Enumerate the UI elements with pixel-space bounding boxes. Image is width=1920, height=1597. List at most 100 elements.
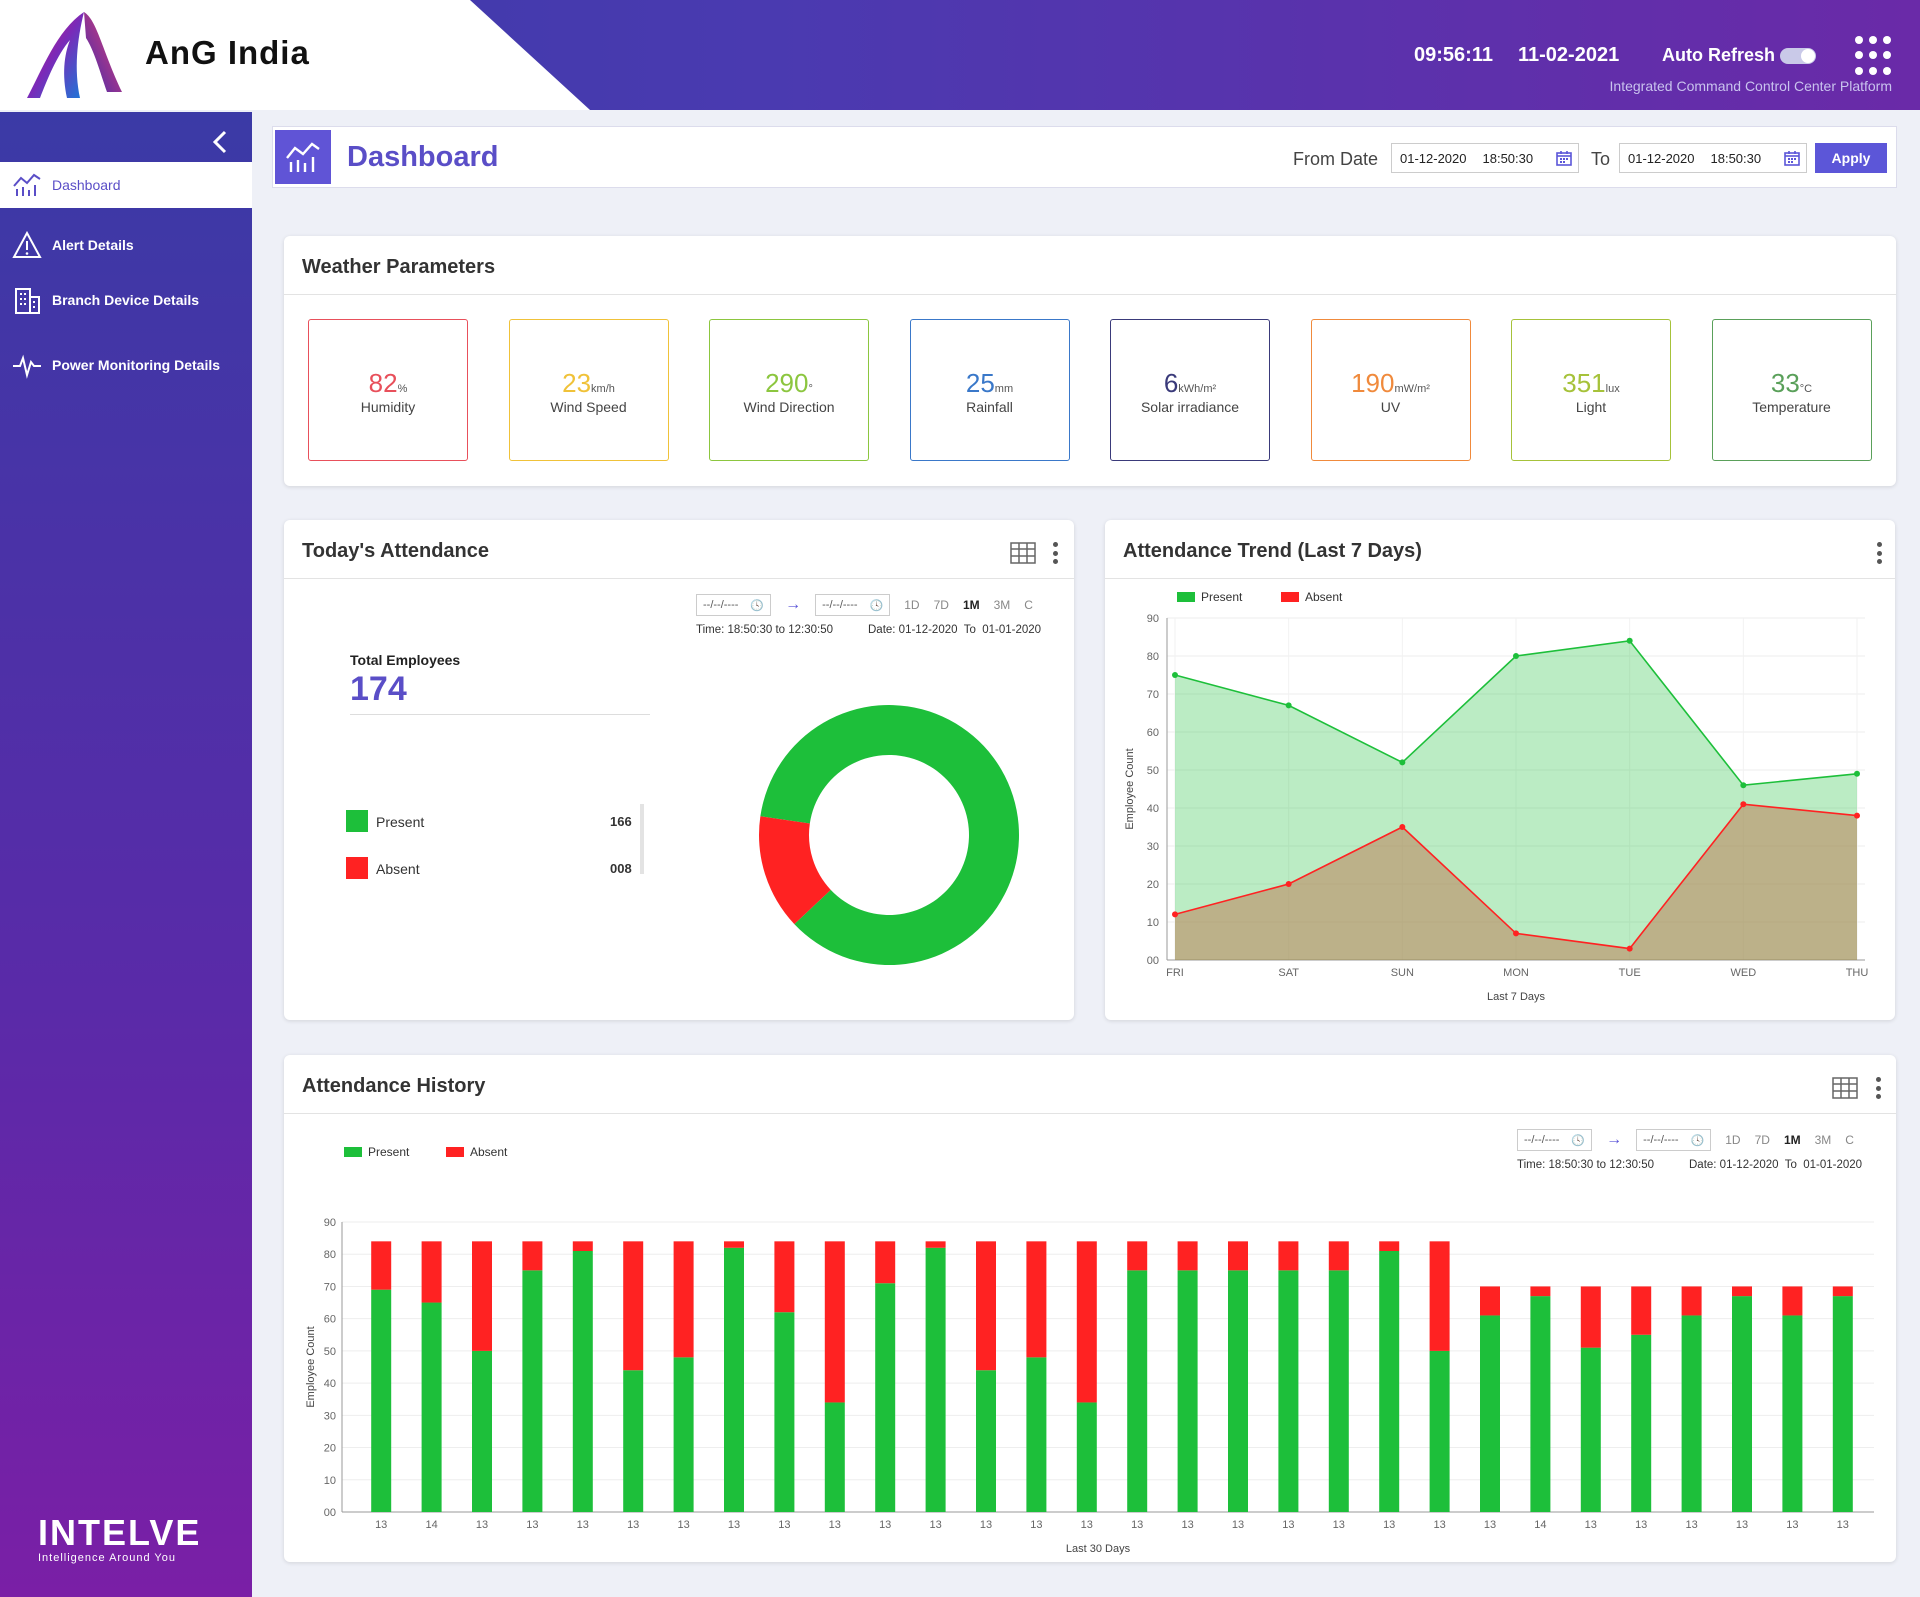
bar-present bbox=[1328, 1270, 1349, 1512]
apps-grid-icon[interactable] bbox=[1855, 36, 1895, 76]
bar-present bbox=[1681, 1315, 1702, 1512]
weather-tile-solar-irradiance: 6kWh/m² Solar irradiance bbox=[1110, 319, 1270, 461]
bar-present bbox=[1429, 1350, 1450, 1512]
x-tick-label: 13 bbox=[1433, 1519, 1445, 1531]
bar-present bbox=[1278, 1270, 1299, 1512]
warning-icon bbox=[10, 230, 44, 260]
bar-absent bbox=[1328, 1241, 1349, 1271]
data-point-present bbox=[1399, 759, 1406, 766]
clock-icon: 🕓 bbox=[869, 599, 884, 612]
to-date-field[interactable]: 01-12-2020 18:50:30 bbox=[1619, 143, 1807, 173]
calendar-icon bbox=[1556, 151, 1572, 166]
data-point-absent bbox=[1285, 881, 1292, 887]
sidebar-item-dashboard[interactable]: Dashboard bbox=[0, 162, 252, 208]
data-point-present bbox=[1626, 637, 1633, 644]
to-date-value: 01-12-2020 bbox=[1628, 150, 1695, 166]
weather-number: 33 bbox=[1770, 368, 1800, 398]
x-tick-label: 13 bbox=[526, 1519, 538, 1531]
more-menu-icon[interactable] bbox=[1876, 1077, 1882, 1099]
x-tick-label: FRI bbox=[1166, 967, 1184, 979]
bar-absent bbox=[1228, 1241, 1248, 1271]
sidebar-item-power-monitoring-details[interactable]: Power Monitoring Details bbox=[0, 342, 252, 388]
range-1m-button[interactable]: 1M bbox=[1783, 1133, 1801, 1147]
clock-icon: 🕓 bbox=[750, 599, 765, 612]
table-view-icon[interactable] bbox=[1832, 1077, 1858, 1099]
y-tick-label: 80 bbox=[324, 1249, 336, 1261]
auto-refresh-label: Auto Refresh bbox=[1662, 45, 1776, 65]
data-point-present bbox=[1513, 653, 1519, 659]
y-tick-label: 70 bbox=[1147, 689, 1159, 701]
sidebar-item-alert-details[interactable]: Alert Details bbox=[0, 222, 252, 268]
range-3m-button[interactable]: 3M bbox=[993, 598, 1011, 612]
sidebar-item-branch-device-details[interactable]: Branch Device Details bbox=[0, 277, 252, 323]
table-view-icon[interactable] bbox=[1010, 542, 1036, 564]
card-title: Attendance Trend (Last 7 Days) bbox=[1123, 540, 1422, 562]
auto-refresh-toggle[interactable] bbox=[1780, 48, 1816, 64]
divider bbox=[350, 714, 650, 715]
bar-absent bbox=[1076, 1241, 1097, 1403]
weather-unit: ° bbox=[808, 383, 813, 395]
x-tick-label: 13 bbox=[1333, 1519, 1345, 1531]
x-tick-label: 13 bbox=[677, 1519, 689, 1531]
y-tick-label: 20 bbox=[324, 1443, 336, 1455]
bar-present bbox=[976, 1370, 996, 1512]
clock-icon: 🕓 bbox=[1690, 1134, 1705, 1147]
from-time-value: 18:50:30 bbox=[1482, 150, 1534, 166]
y-tick-label: 60 bbox=[1147, 727, 1159, 739]
range-7d-button[interactable]: 7D bbox=[1754, 1133, 1770, 1147]
sidebar-item-label: Dashboard bbox=[52, 177, 121, 193]
range-1d-button[interactable]: 1D bbox=[904, 598, 920, 612]
legend-swatch-absent bbox=[446, 1147, 464, 1157]
bar-absent bbox=[1429, 1241, 1450, 1351]
data-point-absent bbox=[1513, 930, 1519, 937]
range-to-text: --/--/---- bbox=[1643, 1134, 1679, 1146]
range-custom-button[interactable]: C bbox=[1024, 598, 1033, 612]
y-tick-label: 70 bbox=[324, 1281, 336, 1293]
range-custom-button[interactable]: C bbox=[1845, 1133, 1854, 1147]
x-tick-label: 13 bbox=[1232, 1519, 1244, 1531]
x-tick-label: 13 bbox=[577, 1519, 589, 1531]
collapse-chevron-icon[interactable] bbox=[200, 122, 240, 162]
range-from-input[interactable]: --/--/---- 🕓 bbox=[1517, 1129, 1593, 1151]
range-1d-button[interactable]: 1D bbox=[1725, 1133, 1741, 1147]
weather-number: 351 bbox=[1562, 368, 1606, 398]
x-tick-label: 13 bbox=[728, 1519, 740, 1531]
page-title: Dashboard bbox=[347, 141, 499, 173]
data-point-present bbox=[1854, 770, 1860, 777]
legend-label: Absent bbox=[1305, 590, 1343, 604]
sidebar-item-label: Branch Device Details bbox=[52, 292, 200, 308]
weather-number: 190 bbox=[1351, 368, 1395, 398]
building-icon bbox=[10, 285, 44, 315]
apply-button[interactable]: Apply bbox=[1815, 143, 1887, 173]
range-to-input[interactable]: --/--/---- 🕓 bbox=[815, 594, 891, 616]
weather-value: 25mm bbox=[911, 368, 1069, 399]
from-date-label: From Date bbox=[1293, 149, 1379, 169]
absent-label: Absent bbox=[376, 861, 420, 877]
from-date-field[interactable]: 01-12-2020 18:50:30 bbox=[1391, 143, 1579, 173]
weather-number: 290 bbox=[765, 368, 809, 398]
range-1m-button[interactable]: 1M bbox=[962, 598, 980, 612]
y-tick-label: 10 bbox=[324, 1475, 336, 1487]
y-tick-label: 50 bbox=[1147, 765, 1159, 777]
bar-present bbox=[1127, 1270, 1148, 1512]
legend-label: Absent bbox=[470, 1145, 508, 1159]
y-axis-title: Employee Count bbox=[1124, 748, 1136, 829]
chart-icon bbox=[10, 170, 44, 200]
y-tick-label: 10 bbox=[1147, 917, 1159, 929]
more-menu-icon[interactable] bbox=[1877, 542, 1883, 564]
y-tick-label: 30 bbox=[324, 1410, 336, 1422]
arrow-right-icon: → bbox=[1606, 1131, 1623, 1148]
legend-label: Present bbox=[368, 1145, 410, 1159]
range-3m-button[interactable]: 3M bbox=[1814, 1133, 1832, 1147]
weather-value: 351lux bbox=[1512, 368, 1670, 399]
range-to-input[interactable]: --/--/---- 🕓 bbox=[1636, 1129, 1712, 1151]
range-7d-button[interactable]: 7D bbox=[933, 598, 949, 612]
x-tick-label: 13 bbox=[1685, 1519, 1697, 1531]
absent-count: 008 bbox=[610, 861, 632, 876]
more-menu-icon[interactable] bbox=[1053, 542, 1059, 564]
weather-unit: mm bbox=[994, 383, 1014, 395]
bar-present bbox=[774, 1312, 795, 1512]
range-from-input[interactable]: --/--/---- 🕓 bbox=[696, 594, 772, 616]
legend-scrollbar[interactable] bbox=[640, 804, 644, 874]
range-time-info: Time: 18:50:30 to 12:30:50 bbox=[696, 624, 834, 636]
